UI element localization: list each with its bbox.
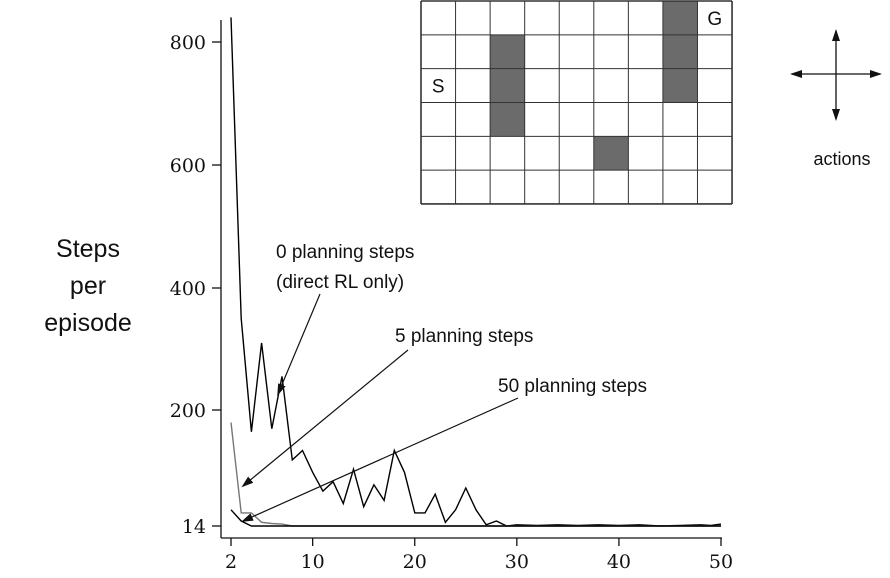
actions-icon: [790, 29, 882, 121]
wall-cell: [490, 102, 525, 137]
series-line-2: [230, 509, 721, 527]
wall-cell: [490, 68, 525, 103]
annotation-0-planning-line-2: (direct RL only): [276, 272, 404, 293]
y-axis-label: Steps per episode: [44, 235, 132, 337]
y-axis-label-line-2: per: [70, 272, 106, 300]
arrow-50-planning: [241, 397, 519, 522]
x-axis-ticks: 2 10 20 30 40 50: [225, 538, 733, 573]
x-tick-label: 2: [225, 551, 237, 573]
y-tick-label: 14: [182, 516, 206, 538]
x-tick-label: 10: [301, 551, 325, 573]
annotation-50-planning: 50 planning steps: [498, 376, 647, 397]
y-tick-label: 800: [170, 32, 206, 54]
y-tick-label: 200: [170, 400, 206, 422]
series-line-0: [230, 17, 722, 527]
annotation-5-planning: 5 planning steps: [395, 326, 533, 347]
y-tick-label: 400: [170, 278, 206, 300]
gridworld-map: SG: [420, 0, 733, 205]
wall-cell: [490, 34, 525, 69]
y-axis-label-line-3: episode: [44, 309, 132, 337]
wall-cell: [662, 1, 698, 35]
x-tick-label: 30: [505, 551, 529, 573]
y-axis-label-line-1: Steps: [56, 235, 120, 263]
annotation-0-planning-line-1: 0 planning steps: [276, 242, 414, 263]
arrow-0-planning: [277, 293, 321, 396]
arrow-5-planning: [241, 349, 409, 488]
y-tick-label: 600: [170, 155, 206, 177]
wall-cell: [662, 34, 698, 69]
x-tick-label: 50: [709, 551, 733, 573]
annotation-0-planning: 0 planning steps (direct RL only): [276, 242, 414, 293]
y-axis-ticks: 14 200 400 600 800: [170, 32, 221, 538]
wall-cell: [662, 68, 698, 103]
x-tick-label: 20: [403, 551, 427, 573]
wall-cell: [593, 136, 629, 171]
goal-label: G: [707, 9, 722, 30]
x-tick-label: 40: [607, 551, 631, 573]
series-lines: [230, 17, 722, 527]
start-label: S: [432, 77, 445, 98]
actions-label: actions: [813, 149, 870, 169]
